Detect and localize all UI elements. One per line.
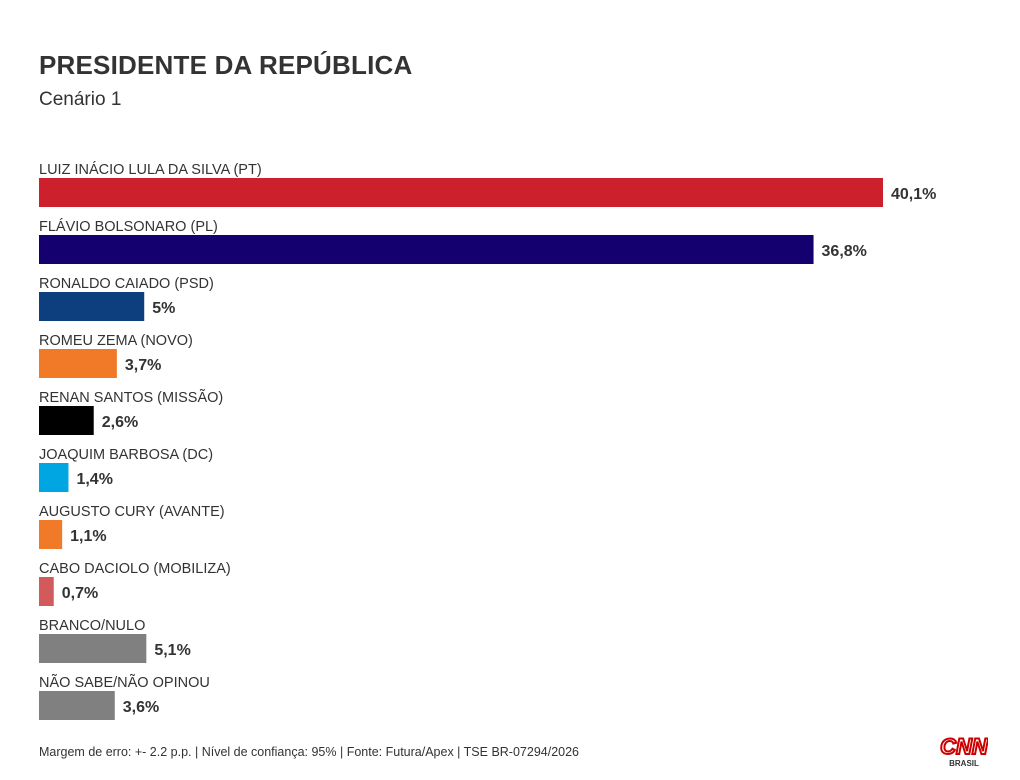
bar xyxy=(39,463,69,492)
category-label: BRANCO/NULO xyxy=(39,618,145,634)
logo-subtitle: BRASIL xyxy=(949,759,979,768)
logo-wordmark: CNN xyxy=(940,734,988,759)
bar xyxy=(39,577,54,606)
bar-value-label: 3,6% xyxy=(123,699,159,716)
bar-value-label: 5% xyxy=(152,300,175,317)
bar xyxy=(39,178,883,207)
category-label: LUIZ INÁCIO LULA DA SILVA (PT) xyxy=(39,161,262,178)
bar-value-label: 36,8% xyxy=(822,243,867,260)
bar-value-label: 3,7% xyxy=(125,357,161,374)
bar-value-label: 5,1% xyxy=(154,642,190,659)
cnn-brasil-logo: CNN BRASIL xyxy=(940,734,988,768)
bar xyxy=(39,691,115,720)
category-label: AUGUSTO CURY (AVANTE) xyxy=(39,504,225,520)
category-label: FLÁVIO BOLSONARO (PL) xyxy=(39,218,218,235)
bar xyxy=(39,292,145,321)
category-label: NÃO SABE/NÃO OPINOU xyxy=(39,674,210,691)
bar xyxy=(39,349,117,378)
bar-value-label: 2,6% xyxy=(102,414,138,431)
bar xyxy=(39,406,94,435)
bar-value-label: 0,7% xyxy=(62,585,98,602)
bar-value-label: 40,1% xyxy=(891,186,936,203)
chart-subtitle: Cenário 1 xyxy=(39,89,122,110)
bar xyxy=(39,634,147,663)
chart-title: PRESIDENTE DA REPÚBLICA xyxy=(39,50,413,80)
footnote: Margem de erro: +- 2.2 p.p. | Nível de c… xyxy=(39,745,580,759)
category-label: CABO DACIOLO (MOBILIZA) xyxy=(39,561,231,577)
bar xyxy=(39,235,814,264)
category-label: RENAN SANTOS (MISSÃO) xyxy=(39,389,223,406)
bar-value-label: 1,1% xyxy=(70,528,106,545)
category-label: ROMEU ZEMA (NOVO) xyxy=(39,333,193,349)
category-label: RONALDO CAIADO (PSD) xyxy=(39,276,214,292)
bar xyxy=(39,520,63,549)
bar-value-label: 1,4% xyxy=(76,471,112,488)
category-label: JOAQUIM BARBOSA (DC) xyxy=(39,447,213,463)
